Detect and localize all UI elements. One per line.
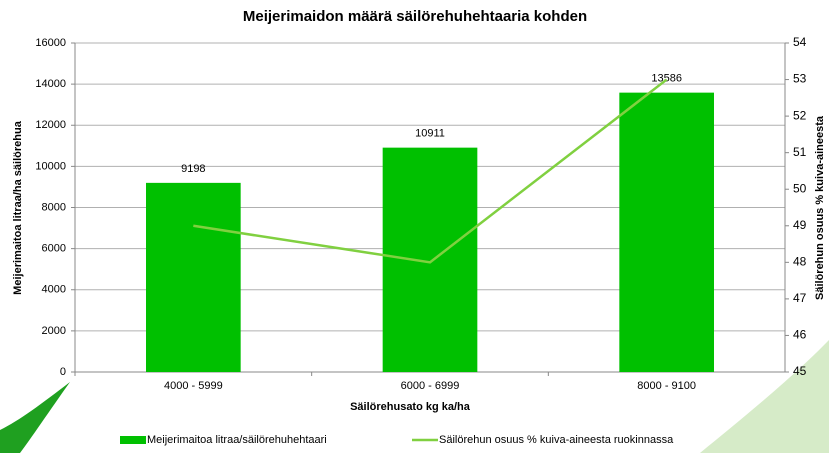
decor-leaf <box>700 340 829 453</box>
chart: Meijerimaidon määrä säilörehuhehtaaria k… <box>0 0 829 453</box>
y-tick-label: 10000 <box>35 160 66 172</box>
y-tick-label: 8000 <box>42 201 66 213</box>
x-tick-label: 8000 - 9100 <box>637 380 696 392</box>
y-axis-title: Meijerimaitoa litraa/ha säilörehua <box>12 120 24 295</box>
data-label: 9198 <box>181 163 205 175</box>
x-axis-title: Säilörehusato kg ka/ha <box>350 401 471 413</box>
legend-swatch <box>120 436 146 444</box>
y-tick-label: 6000 <box>42 243 66 255</box>
y-tick-label: 12000 <box>35 119 66 131</box>
y2-tick-label: 49 <box>793 218 807 232</box>
bar <box>619 93 714 372</box>
bar <box>146 183 241 372</box>
y2-tick-label: 48 <box>793 255 807 269</box>
bar <box>383 148 478 372</box>
y2-tick-label: 54 <box>793 35 807 49</box>
y2-tick-label: 51 <box>793 145 807 159</box>
y-tick-label: 4000 <box>42 284 66 296</box>
decor-leaf <box>0 382 70 453</box>
x-tick-label: 4000 - 5999 <box>164 380 223 392</box>
y2-tick-label: 47 <box>793 291 807 305</box>
y2-tick-label: 52 <box>793 108 807 122</box>
y-tick-label: 0 <box>60 366 66 378</box>
y2-tick-label: 53 <box>793 72 807 86</box>
data-label: 13586 <box>651 73 682 85</box>
x-tick-label: 6000 - 6999 <box>401 380 460 392</box>
y-tick-label: 16000 <box>35 37 66 49</box>
data-label: 10911 <box>415 128 445 140</box>
y2-tick-label: 50 <box>793 181 807 195</box>
legend-label: Säilörehun osuus % kuiva-aineesta ruokin… <box>439 434 674 446</box>
chart-title: Meijerimaidon määrä säilörehuhehtaaria k… <box>243 8 587 25</box>
y-tick-label: 2000 <box>42 325 66 337</box>
y-tick-label: 14000 <box>35 78 66 90</box>
y2-tick-label: 45 <box>793 364 807 378</box>
legend-label: Meijerimaitoa litraa/säilörehuhehtaari <box>147 434 327 446</box>
y2-tick-label: 46 <box>793 328 807 342</box>
y2-axis-title: Säilörehun osuus % kuiva-aineesta <box>814 115 826 300</box>
